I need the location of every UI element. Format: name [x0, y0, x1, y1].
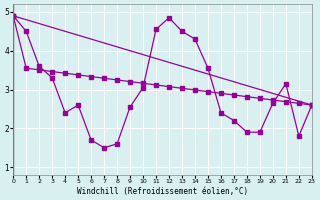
- X-axis label: Windchill (Refroidissement éolien,°C): Windchill (Refroidissement éolien,°C): [77, 187, 248, 196]
